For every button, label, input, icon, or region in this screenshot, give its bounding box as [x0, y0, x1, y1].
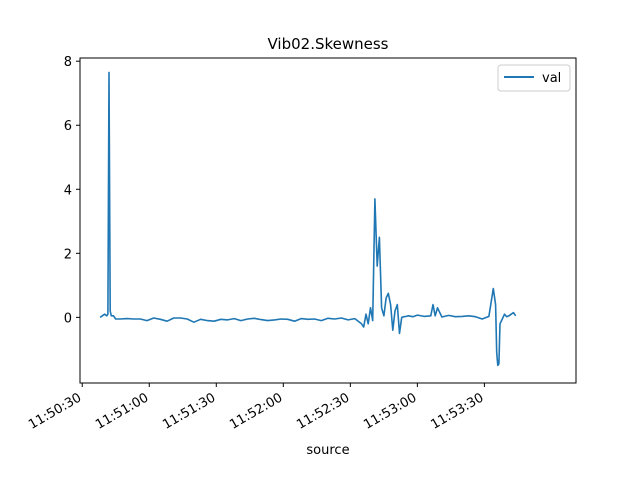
- plot-area: [99, 71, 517, 367]
- y-tick-label: 6: [64, 119, 72, 134]
- y-axis: 0 2 4 6 8: [64, 55, 80, 326]
- y-tick-label: 8: [64, 55, 72, 70]
- chart-title: Vib02.Skewness: [267, 35, 388, 53]
- legend: val: [497, 64, 571, 92]
- x-axis-label: source: [306, 443, 349, 458]
- y-tick-label: 4: [64, 183, 72, 198]
- legend-label-val: val: [542, 71, 561, 86]
- y-tick-label: 2: [64, 247, 72, 262]
- y-tick-label: 0: [64, 311, 72, 326]
- axes-frame: [79, 57, 577, 384]
- series-line-val: [99, 71, 517, 367]
